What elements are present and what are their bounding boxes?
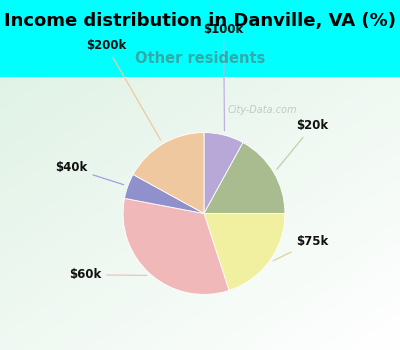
- Text: $200k: $200k: [86, 39, 160, 140]
- Text: $20k: $20k: [277, 119, 328, 169]
- Wedge shape: [133, 133, 204, 214]
- Wedge shape: [123, 198, 229, 294]
- Text: City-Data.com: City-Data.com: [228, 105, 297, 115]
- Text: $40k: $40k: [55, 161, 124, 185]
- Text: $100k: $100k: [204, 23, 244, 131]
- Wedge shape: [204, 133, 243, 214]
- Text: Other residents: Other residents: [135, 51, 265, 66]
- Text: Income distribution in Danville, VA (%): Income distribution in Danville, VA (%): [4, 12, 396, 30]
- Wedge shape: [204, 142, 285, 214]
- Text: $75k: $75k: [273, 235, 328, 261]
- Text: $60k: $60k: [69, 268, 147, 281]
- Wedge shape: [124, 175, 204, 214]
- Wedge shape: [204, 214, 285, 290]
